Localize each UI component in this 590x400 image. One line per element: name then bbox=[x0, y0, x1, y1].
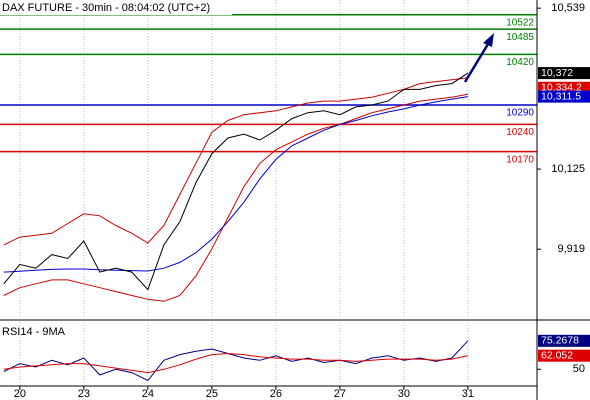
forecast-arrow bbox=[463, 43, 490, 83]
price-tag bbox=[538, 334, 590, 347]
level-label: 10485 bbox=[506, 32, 534, 43]
price-tag bbox=[538, 67, 590, 80]
x-tick-label: 26 bbox=[270, 388, 282, 400]
series-line bbox=[3, 340, 469, 382]
series-line bbox=[3, 352, 469, 374]
x-tick-label: 31 bbox=[462, 388, 474, 400]
level-label: 10240 bbox=[506, 127, 534, 138]
price-tag-label: 10,334.2 bbox=[541, 82, 582, 94]
rsi-title: RSI14 - 9MA bbox=[2, 326, 66, 338]
series-line bbox=[3, 93, 468, 302]
level-label: 10522 bbox=[506, 17, 534, 28]
level-label: 10290 bbox=[506, 108, 534, 119]
x-tick-label: 23 bbox=[78, 388, 90, 400]
arrow-head bbox=[483, 33, 494, 47]
series-line bbox=[3, 96, 468, 273]
y-tick-label: 10,539 bbox=[551, 2, 585, 14]
price-tag bbox=[538, 90, 590, 103]
series-line bbox=[3, 77, 468, 246]
x-tick-label: 25 bbox=[206, 388, 218, 400]
level-label: 10170 bbox=[506, 154, 534, 165]
x-tick-label: 24 bbox=[142, 388, 154, 400]
price-tag-label: 10,372 bbox=[541, 67, 573, 79]
x-tick-label: 30 bbox=[398, 388, 410, 400]
y-tick-label: 9,919 bbox=[557, 243, 585, 255]
x-tick-label: 27 bbox=[334, 388, 346, 400]
y-tick-label: 10,125 bbox=[551, 163, 585, 175]
price-tag-label: 75.2678 bbox=[541, 335, 579, 347]
plot-layer bbox=[0, 0, 537, 385]
price-tag-label: 62.052 bbox=[541, 349, 573, 361]
chart-title: DAX FUTURE - 30min - 08:04:02 (UTC+2) bbox=[2, 2, 210, 14]
price-tag-label: 10,311.5 bbox=[541, 90, 581, 102]
title-bg bbox=[0, 0, 232, 15]
y-tick-label: 50 bbox=[573, 363, 585, 375]
x-tick-label: 20 bbox=[14, 388, 26, 400]
level-label: 10420 bbox=[506, 57, 534, 68]
price-tag bbox=[538, 349, 590, 362]
series-line bbox=[3, 72, 469, 291]
